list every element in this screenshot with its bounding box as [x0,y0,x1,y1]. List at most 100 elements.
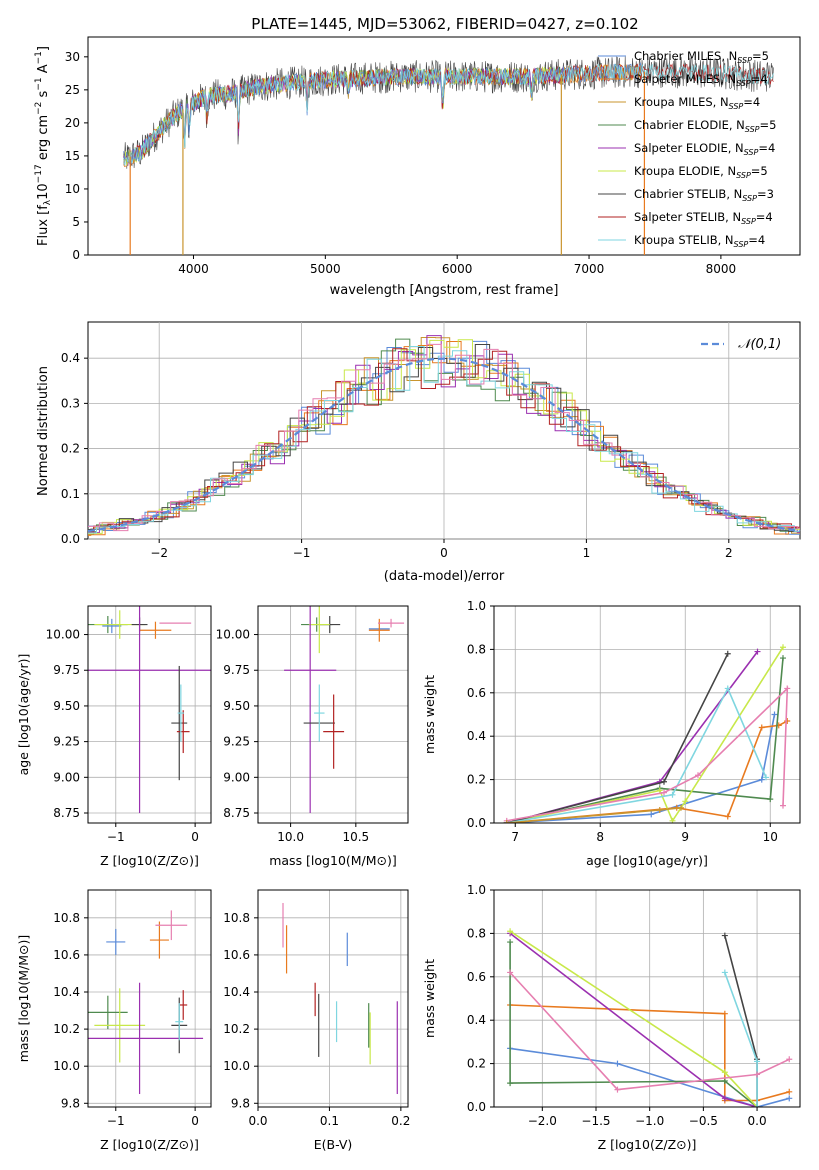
mass_vs_ebv-panel: 0.0 0.1 0.2 9.8 10.0 10.2 10.4 10.6 10.8 E(B-V) [223,889,410,1152]
age_vs_Z-ytick-label: 10.00 [46,628,80,642]
spectrum-legend-label: Chabrier STELIB, NSSP=3 [634,187,774,203]
residuals-normal-curve [87,357,801,533]
weight_vs_age-marker [784,718,791,725]
weight_vs_Z-marker [721,1069,728,1076]
spectrum-legend-label: Chabrier MILES, NSSP=5 [634,49,769,65]
spectrum-xtick-label: 5000 [310,262,341,276]
mass_vs_Z-ytick-label: 10.6 [53,948,80,962]
weight_vs_age-marker [780,655,786,662]
mass_vs_ebv-ytick-label: 10.2 [223,1022,250,1036]
weight_vs_age-series-salpeter_elodie [506,651,759,823]
age_vs_mass-ytick-label: 10.00 [216,628,250,642]
weight_vs_age-ytick-label: 0.2 [467,773,486,787]
weight_vs_age-xtick-label: 7 [511,830,519,844]
weight_vs_age-series-chabrier_elodie [506,658,784,823]
weight_vs_age-xlabel: age [log10(age/yr)] [586,853,708,868]
weight_vs_age-marker [758,776,765,783]
weight_vs_Z-series-chabrier_elodie [509,942,758,1107]
age_vs_mass-ytick-label: 8.75 [223,806,250,820]
mass_vs_Z-frame [87,889,212,1108]
weight_vs_age-ytick-label: 0.8 [467,642,486,656]
spectrum-legend-label: Salpeter STELIB, NSSP=4 [634,210,773,226]
residuals-xtick-label: 0 [440,546,448,560]
age_vs_Z-ytick-label: 9.75 [53,663,80,677]
age_vs_mass-ytick-label: 9.25 [223,735,250,749]
spectrum-ytick-label: 25 [65,83,80,97]
weight_vs_Z-marker [721,969,728,976]
age_vs_Z-panel: −1 0 8.75 9.00 9.25 9.50 9.75 10.00 Z [log10(Z/Z… [16,605,212,868]
weight_vs_Z-frame [493,889,801,1108]
residuals-histogram-pink [88,343,800,532]
weight_vs_Z-marker [507,1080,514,1087]
weight_vs_age-marker [767,796,774,803]
weight_vs_age-ytick-label: 0.4 [467,729,486,743]
weight_vs_age-marker [724,813,731,820]
mass_vs_ebv-xtick-label: 0.0 [248,1114,267,1128]
mass_vs_Z-ytick-label: 10.8 [53,911,80,925]
spectrum-series-kroupa_stelib [123,63,774,166]
weight_vs_Z-marker [507,969,514,976]
weight_vs_age-marker [780,802,786,809]
age_vs_mass-marks [284,606,405,814]
weight_vs_Z-series-pink [509,971,790,1091]
mass_vs_Z-ytick-label: 10.0 [53,1059,80,1073]
weight_vs_Z-marker [754,1058,761,1065]
spectrum-legend-label: Salpeter ELODIE, NSSP=4 [634,141,775,157]
weight_vs_age-series-chabrier_miles [506,714,776,823]
mass_vs_Z-xtick-label: −1 [107,1114,125,1128]
weight_vs_age-marker [780,644,786,651]
weight_vs_Z-ytick-label: 0.8 [467,926,486,940]
weight_vs_age-series-pink [506,686,789,822]
weight_vs_Z-marker [507,939,514,946]
spectrum-legend-label: Chabrier ELODIE, NSSP=5 [634,118,776,134]
residuals-xlabel: (data-model)/error [384,569,505,584]
spectrum-xtick-label: 7000 [574,262,605,276]
weight_vs_age-frame [493,605,801,824]
spectrum-legend-label: Kroupa ELODIE, NSSP=5 [634,164,768,180]
mass_vs_Z-ytick-label: 9.8 [61,1096,80,1110]
weight_vs_Z-series-chabrier_stelib [724,935,758,1107]
weight_vs_age-series-kroupa_stelib [506,686,767,823]
residuals-ylabel: Normed distribution [36,366,51,496]
spectrum-legend-label: Salpeter MILES, NSSP=4 [634,72,768,88]
weight_vs_age-marker [763,774,769,781]
mass_vs_ebv-marks [282,902,398,1095]
spectrum-xtick-label: 6000 [442,262,473,276]
weight_vs_Z-ytick-label: 0.6 [467,970,486,984]
weight_vs_Z-marker [721,932,728,939]
residuals-ytick-label: 0.3 [61,396,80,410]
mass_vs_ebv-ytick-label: 10.6 [223,948,250,962]
weight_vs_Z-ytick-label: 0.2 [467,1057,486,1071]
spectrum-ytick-label: 20 [65,116,80,130]
age_vs_mass-ytick-label: 9.75 [223,663,250,677]
weight_vs_age-marker [695,772,701,779]
weight_vs_age-xtick-label: 10 [763,830,778,844]
spectrum-panel: 4000 5000 6000 7000 8000 0 5 10 15 20 25 30 wavelen… [34,36,801,298]
age_vs_Z-xtick-label: 0 [191,830,199,844]
weight_vs_age-marker [724,685,731,692]
weight_vs_Z-marker [786,1056,793,1063]
spectrum-series-salpeter_stelib [123,63,774,165]
spectrum-ytick-label: 10 [65,182,80,196]
mass_vs_ebv-ytick-label: 10.0 [223,1059,250,1073]
mass_vs_ebv-frame [257,889,409,1108]
weight_vs_age-marker [656,806,663,813]
weight_vs_Z-series-chabrier_miles [509,1047,790,1107]
age_vs_mass-frame [257,605,409,824]
weight_vs_age-marker [724,650,731,657]
residuals-xtick-label: 1 [583,546,591,560]
weight_vs_Z-ytick-label: 0.4 [467,1013,486,1027]
spectrum-frame [87,36,801,256]
residuals-panel: 𝒩(0,1) −2 −1 0 1 2 0.0 0.1 0.2 0.3 0.4 (data-model… [36,321,801,584]
mass_vs_Z-marks [88,910,204,1095]
weight_vs_Z-marker [721,1077,728,1084]
spectrum-legend: Chabrier MILES, NSSP=5 Salpeter MILES, NS… [598,49,776,249]
mass_vs_ebv-xtick-label: 0.2 [391,1114,410,1128]
weight_vs_age-ytick-label: 0.6 [467,686,486,700]
spectrum-legend-label: Kroupa STELIB, NSSP=4 [634,233,765,249]
spectrum-plot-area: 4000 5000 6000 7000 8000 0 5 10 15 20 25 30 [65,50,774,276]
weight_vs_Z-xtick-label: −1.5 [581,1114,610,1128]
weight_vs_Z-ytick-label: 1.0 [467,883,486,897]
weight_vs_age-ytick-label: 0.0 [467,816,486,830]
